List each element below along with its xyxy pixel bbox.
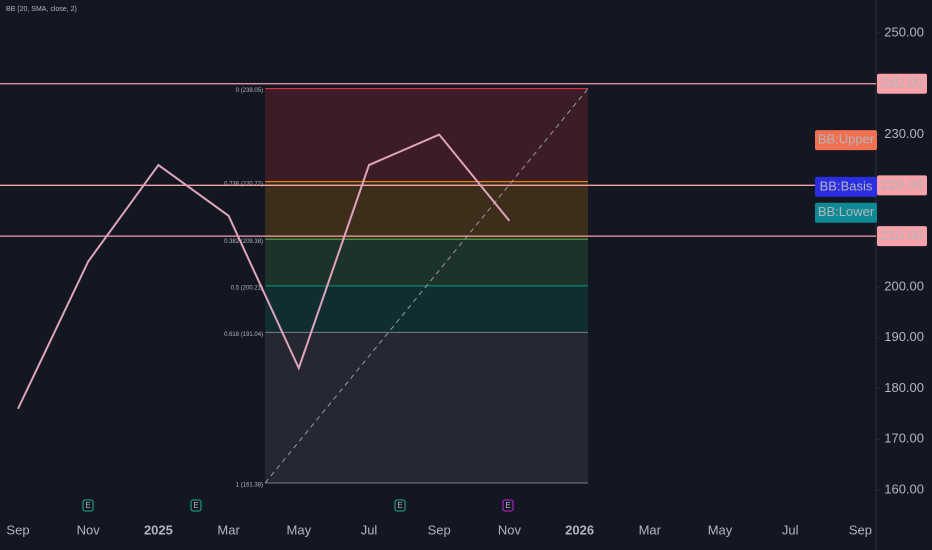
fib-label: 0.5 (200.21): [231, 285, 263, 291]
fib-label: 0.618 (191.04): [224, 332, 263, 338]
x-tick-label: May: [708, 522, 733, 537]
trend-line: [264, 88, 589, 484]
x-tick-label: 2025: [144, 522, 173, 537]
event-marker: E: [397, 501, 402, 510]
price-label: 220.00: [881, 176, 924, 192]
price-label-bg: [877, 175, 927, 196]
event-marker: E: [193, 501, 198, 510]
fib-label: 1 (161.38): [236, 483, 263, 489]
x-tick-label: Sep: [428, 522, 451, 537]
event-marker: E: [505, 501, 510, 510]
fib-zone: [265, 239, 589, 286]
x-tick-label: Mar: [217, 522, 240, 537]
fib-zone: [265, 88, 589, 182]
price-label: 240.00: [881, 74, 924, 90]
indicator-label: BB (20, SMA, close, 2): [6, 6, 77, 13]
y-tick-label: 170.00: [884, 431, 924, 446]
x-tick-label: Jul: [782, 522, 799, 537]
x-tick-label: Mar: [639, 522, 662, 537]
fib-label: 0.236 (220.72): [224, 181, 263, 187]
x-tick-label: Sep: [849, 522, 872, 537]
price-label-bg: [877, 73, 927, 94]
price-line-series: [17, 133, 511, 410]
x-tick-label: Sep: [6, 522, 29, 537]
x-tick-label: May: [287, 522, 312, 537]
y-tick-label: 160.00: [884, 481, 924, 496]
fib-label: 0 (239.05): [236, 88, 263, 94]
x-tick-label: Nov: [77, 522, 101, 537]
bb-label-bg: [815, 130, 877, 151]
fib-zone: [265, 181, 589, 240]
bb-label: BB:Upper: [818, 132, 875, 147]
bb-label-bg: [815, 202, 877, 223]
fib-label: 0.382 (209.38): [224, 239, 263, 245]
price-label-bg: [877, 226, 927, 247]
x-tick-label: 2026: [565, 522, 594, 537]
event-box: [502, 499, 514, 512]
event-box: [190, 499, 202, 512]
bb-label-bg: [815, 176, 877, 197]
event-box: [82, 499, 94, 512]
price-label: 210.00: [881, 227, 924, 243]
y-tick-label: 230.00: [884, 126, 924, 141]
y-tick-label: 200.00: [884, 278, 924, 293]
x-tick-label: Nov: [498, 522, 522, 537]
event-box: [394, 499, 406, 512]
y-tick-label: 250.00: [884, 24, 924, 39]
x-tick-label: Jul: [361, 522, 378, 537]
event-marker: E: [85, 501, 90, 510]
bb-label: BB:Basis: [820, 178, 873, 193]
fib-zone: [265, 332, 589, 483]
y-tick-label: 180.00: [884, 380, 924, 395]
bb-label: BB:Lower: [818, 204, 875, 219]
y-tick-label: 190.00: [884, 329, 924, 344]
